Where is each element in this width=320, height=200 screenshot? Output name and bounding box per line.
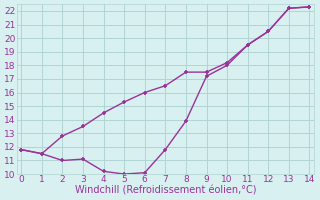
X-axis label: Windchill (Refroidissement éolien,°C): Windchill (Refroidissement éolien,°C) (75, 186, 256, 196)
